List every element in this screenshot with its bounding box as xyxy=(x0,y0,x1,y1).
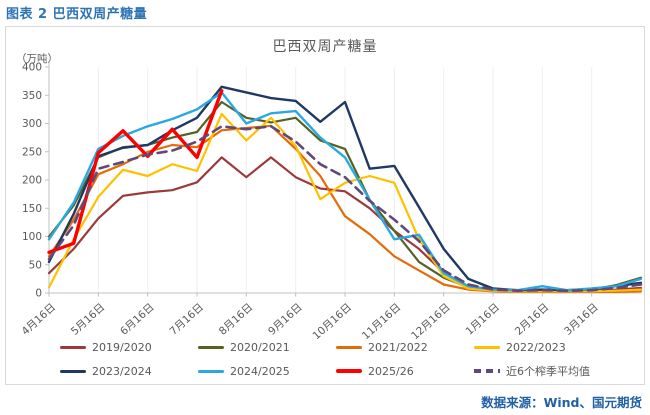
y-tick-label: 300 xyxy=(22,118,42,130)
y-tick-label: 200 xyxy=(22,175,42,187)
x-tick-label: 6月16日 xyxy=(118,301,157,337)
y-tick-label: 350 xyxy=(22,90,42,102)
legend-label: 近6个榨季平均值 xyxy=(506,365,590,378)
legend-item-近6个榨季平均值: 近6个榨季平均值 xyxy=(474,363,590,379)
legend-item-2020/2021: 2020/2021 xyxy=(198,341,310,354)
x-tick-label: 7月16日 xyxy=(167,301,206,337)
series-line-2025/26 xyxy=(47,89,224,255)
legend-label: 2025/26 xyxy=(368,364,414,378)
x-tick-label: 8月16日 xyxy=(217,301,256,337)
x-tick-label: 4月16日 xyxy=(19,301,58,337)
legend-swatch xyxy=(198,346,224,349)
legend-item-2019/2020: 2019/2020 xyxy=(60,341,172,354)
legend-label: 2024/2025 xyxy=(230,364,290,378)
legend-label: 2022/2023 xyxy=(506,341,566,354)
chart-title: 巴西双周产糖量 xyxy=(272,39,378,55)
x-tick-label: 9月16日 xyxy=(266,301,305,337)
legend-swatch xyxy=(474,346,500,349)
legend-item-2024/2025: 2024/2025 xyxy=(198,363,310,379)
legend-swatch xyxy=(198,369,224,373)
legend-swatch xyxy=(336,346,362,349)
series-line-近6个榨季平均值 xyxy=(47,125,643,293)
legend-label: 2021/2022 xyxy=(368,341,428,354)
legend-swatch xyxy=(60,346,86,349)
x-tick-label: 11月16日 xyxy=(360,301,404,339)
legend-swatch xyxy=(60,369,86,373)
chart-container: 0 50 100 150 200 250 300 350 400 4月16日 5月16日 6月16日 7… xyxy=(5,26,645,385)
x-tick-label: 10月16日 xyxy=(311,301,355,339)
legend-label: 2019/2020 xyxy=(92,341,152,354)
legend-swatch xyxy=(336,369,362,373)
y-tick-label: 150 xyxy=(22,203,42,215)
legend-label: 2023/2024 xyxy=(92,364,152,378)
source-credit: 数据来源：Wind、国元期货 xyxy=(481,395,642,410)
legend-label: 2020/2021 xyxy=(230,341,290,354)
x-tick-label: 5月16日 xyxy=(69,301,108,337)
y-tick-label: 50 xyxy=(29,259,42,271)
x-tick-label: 1月16日 xyxy=(463,301,502,337)
series-line-2024/2025 xyxy=(47,91,643,292)
chart-legend: 2019/2020 2020/2021 2021/2022 2022/2023 2023… xyxy=(6,341,644,379)
x-tick-label: 3月16日 xyxy=(562,301,601,337)
y-tick-label: 100 xyxy=(22,231,42,243)
page-title: 图表 2 巴西双周产糖量 xyxy=(6,7,148,22)
y-tick-label: 250 xyxy=(22,146,42,158)
y-tick-label: 0 xyxy=(35,288,42,300)
legend-item-2025/26: 2025/26 xyxy=(336,363,448,379)
legend-swatch xyxy=(474,369,500,373)
legend-item-2021/2022: 2021/2022 xyxy=(336,341,448,354)
line-chart: 0 50 100 150 200 250 300 350 400 4月16日 5月16日 6月16日 7… xyxy=(19,62,643,339)
y-tick-label: 400 xyxy=(22,62,42,74)
legend-item-2022/2023: 2022/2023 xyxy=(474,341,590,354)
x-tick-label: 2月16日 xyxy=(513,301,552,337)
legend-item-2023/2024: 2023/2024 xyxy=(60,363,172,379)
y-axis-unit-label: （万吨） xyxy=(16,53,58,65)
x-tick-label: 12月16日 xyxy=(409,301,453,339)
